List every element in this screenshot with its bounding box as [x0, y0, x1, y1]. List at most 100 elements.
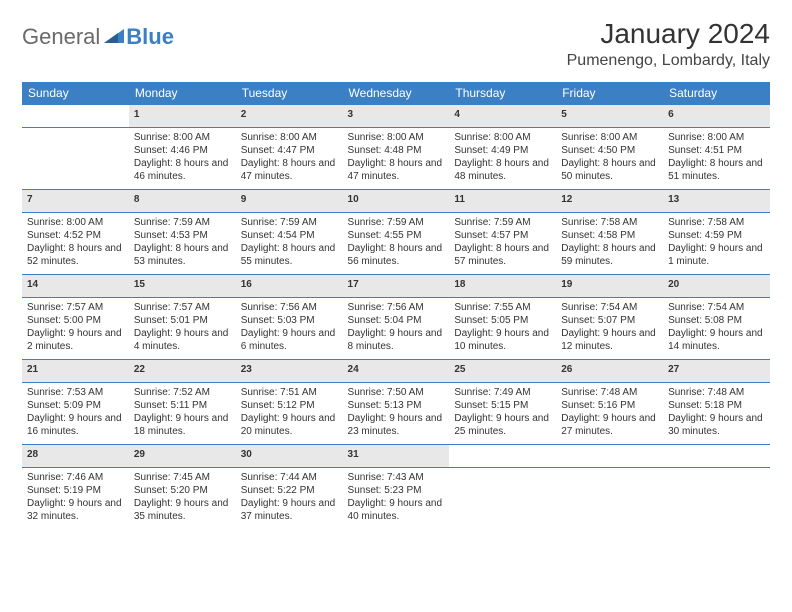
sunrise-line: Sunrise: 8:00 AM: [668, 131, 765, 144]
weekday-header: Tuesday: [236, 82, 343, 105]
day-detail: Sunrise: 7:57 AMSunset: 5:00 PMDaylight:…: [22, 298, 129, 360]
day-detail: Sunrise: 8:00 AMSunset: 4:47 PMDaylight:…: [236, 128, 343, 190]
weekday-header: Saturday: [663, 82, 770, 105]
daylight-line: Daylight: 8 hours and 50 minutes.: [561, 157, 658, 183]
day-detail: Sunrise: 7:59 AMSunset: 4:53 PMDaylight:…: [129, 213, 236, 275]
daylight-line: Daylight: 9 hours and 14 minutes.: [668, 327, 765, 353]
daylight-line: Daylight: 9 hours and 2 minutes.: [27, 327, 124, 353]
sunrise-line: Sunrise: 7:53 AM: [27, 386, 124, 399]
sunset-line: Sunset: 5:00 PM: [27, 314, 124, 327]
day-detail: Sunrise: 8:00 AMSunset: 4:52 PMDaylight:…: [22, 213, 129, 275]
day-detail: Sunrise: 7:44 AMSunset: 5:22 PMDaylight:…: [236, 468, 343, 530]
sunset-line: Sunset: 4:58 PM: [561, 229, 658, 242]
sunset-line: Sunset: 5:08 PM: [668, 314, 765, 327]
sunrise-line: Sunrise: 7:49 AM: [454, 386, 551, 399]
daylight-line: Daylight: 8 hours and 46 minutes.: [134, 157, 231, 183]
daylight-line: Daylight: 9 hours and 18 minutes.: [134, 412, 231, 438]
empty-cell: [449, 468, 556, 530]
title-block: January 2024 Pumenengo, Lombardy, Italy: [567, 18, 770, 70]
sunrise-line: Sunrise: 7:45 AM: [134, 471, 231, 484]
logo-text-1: General: [22, 24, 100, 50]
sunset-line: Sunset: 4:59 PM: [668, 229, 765, 242]
sunrise-line: Sunrise: 8:00 AM: [241, 131, 338, 144]
daylight-line: Daylight: 8 hours and 47 minutes.: [348, 157, 445, 183]
sunrise-line: Sunrise: 8:00 AM: [27, 216, 124, 229]
sunrise-line: Sunrise: 7:54 AM: [668, 301, 765, 314]
day-number: 17: [343, 275, 450, 298]
sunset-line: Sunset: 5:09 PM: [27, 399, 124, 412]
logo-text-2: Blue: [126, 24, 174, 50]
day-number: 20: [663, 275, 770, 298]
day-detail: Sunrise: 7:50 AMSunset: 5:13 PMDaylight:…: [343, 383, 450, 445]
sunrise-line: Sunrise: 7:52 AM: [134, 386, 231, 399]
sunset-line: Sunset: 5:22 PM: [241, 484, 338, 497]
sunrise-line: Sunrise: 7:46 AM: [27, 471, 124, 484]
daylight-line: Daylight: 8 hours and 48 minutes.: [454, 157, 551, 183]
day-number: 25: [449, 360, 556, 383]
daylight-line: Daylight: 8 hours and 57 minutes.: [454, 242, 551, 268]
daylight-line: Daylight: 9 hours and 20 minutes.: [241, 412, 338, 438]
daylight-line: Daylight: 9 hours and 27 minutes.: [561, 412, 658, 438]
empty-cell: [22, 105, 129, 128]
day-detail-row: Sunrise: 8:00 AMSunset: 4:46 PMDaylight:…: [22, 128, 770, 190]
sunrise-line: Sunrise: 7:54 AM: [561, 301, 658, 314]
sunrise-line: Sunrise: 8:00 AM: [454, 131, 551, 144]
day-detail: Sunrise: 7:49 AMSunset: 5:15 PMDaylight:…: [449, 383, 556, 445]
sunset-line: Sunset: 4:48 PM: [348, 144, 445, 157]
daynum-row: 123456: [22, 105, 770, 128]
day-number: 6: [663, 105, 770, 128]
sunrise-line: Sunrise: 7:51 AM: [241, 386, 338, 399]
daynum-row: 21222324252627: [22, 360, 770, 383]
day-number: 3: [343, 105, 450, 128]
daylight-line: Daylight: 8 hours and 59 minutes.: [561, 242, 658, 268]
sunrise-line: Sunrise: 7:56 AM: [241, 301, 338, 314]
empty-cell: [556, 468, 663, 530]
sunrise-line: Sunrise: 7:55 AM: [454, 301, 551, 314]
daylight-line: Daylight: 8 hours and 56 minutes.: [348, 242, 445, 268]
day-detail: Sunrise: 7:51 AMSunset: 5:12 PMDaylight:…: [236, 383, 343, 445]
daylight-line: Daylight: 9 hours and 23 minutes.: [348, 412, 445, 438]
daylight-line: Daylight: 9 hours and 37 minutes.: [241, 497, 338, 523]
sunrise-line: Sunrise: 7:59 AM: [454, 216, 551, 229]
sunrise-line: Sunrise: 7:57 AM: [134, 301, 231, 314]
sunrise-line: Sunrise: 7:59 AM: [348, 216, 445, 229]
sunrise-line: Sunrise: 7:58 AM: [561, 216, 658, 229]
day-number: 26: [556, 360, 663, 383]
day-detail: Sunrise: 7:58 AMSunset: 4:58 PMDaylight:…: [556, 213, 663, 275]
sunset-line: Sunset: 4:52 PM: [27, 229, 124, 242]
sunrise-line: Sunrise: 8:00 AM: [134, 131, 231, 144]
page-header: General Blue January 2024 Pumenengo, Lom…: [22, 18, 770, 70]
day-number: 1: [129, 105, 236, 128]
weekday-header: Friday: [556, 82, 663, 105]
day-detail: Sunrise: 7:57 AMSunset: 5:01 PMDaylight:…: [129, 298, 236, 360]
day-number: 15: [129, 275, 236, 298]
daylight-line: Daylight: 8 hours and 51 minutes.: [668, 157, 765, 183]
day-number: 16: [236, 275, 343, 298]
day-detail: Sunrise: 7:54 AMSunset: 5:08 PMDaylight:…: [663, 298, 770, 360]
daylight-line: Daylight: 9 hours and 35 minutes.: [134, 497, 231, 523]
daynum-row: 14151617181920: [22, 275, 770, 298]
sunset-line: Sunset: 5:12 PM: [241, 399, 338, 412]
day-detail: Sunrise: 7:59 AMSunset: 4:54 PMDaylight:…: [236, 213, 343, 275]
day-detail: Sunrise: 7:59 AMSunset: 4:57 PMDaylight:…: [449, 213, 556, 275]
sunrise-line: Sunrise: 7:48 AM: [561, 386, 658, 399]
weekday-header: Sunday: [22, 82, 129, 105]
daylight-line: Daylight: 8 hours and 52 minutes.: [27, 242, 124, 268]
day-detail: Sunrise: 7:59 AMSunset: 4:55 PMDaylight:…: [343, 213, 450, 275]
weekday-header-row: SundayMondayTuesdayWednesdayThursdayFrid…: [22, 82, 770, 105]
month-title: January 2024: [567, 18, 770, 50]
day-number: 2: [236, 105, 343, 128]
day-detail-row: Sunrise: 7:57 AMSunset: 5:00 PMDaylight:…: [22, 298, 770, 360]
day-detail: Sunrise: 7:53 AMSunset: 5:09 PMDaylight:…: [22, 383, 129, 445]
day-number: 11: [449, 190, 556, 213]
daynum-row: 78910111213: [22, 190, 770, 213]
daylight-line: Daylight: 9 hours and 4 minutes.: [134, 327, 231, 353]
sunset-line: Sunset: 5:19 PM: [27, 484, 124, 497]
day-detail: Sunrise: 7:55 AMSunset: 5:05 PMDaylight:…: [449, 298, 556, 360]
daylight-line: Daylight: 8 hours and 47 minutes.: [241, 157, 338, 183]
sunset-line: Sunset: 4:55 PM: [348, 229, 445, 242]
day-number: 23: [236, 360, 343, 383]
day-number: 22: [129, 360, 236, 383]
sunrise-line: Sunrise: 7:59 AM: [241, 216, 338, 229]
day-detail: Sunrise: 8:00 AMSunset: 4:49 PMDaylight:…: [449, 128, 556, 190]
